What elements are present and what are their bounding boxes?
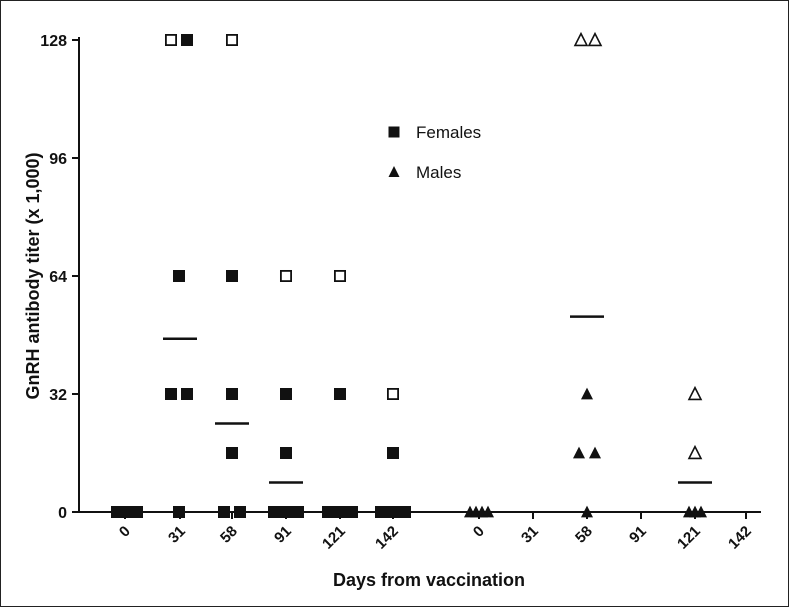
female-data-point bbox=[333, 269, 346, 282]
male-data-point bbox=[581, 387, 593, 400]
x-tick-label: 142 bbox=[372, 523, 402, 553]
male-data-point bbox=[482, 505, 494, 518]
male-data-point bbox=[573, 446, 585, 459]
female-data-point bbox=[334, 388, 346, 400]
male-data-point bbox=[581, 505, 593, 518]
female-data-point bbox=[131, 506, 143, 518]
x-axis-title: Days from vaccination bbox=[333, 570, 525, 590]
x-tick-label: 142 bbox=[725, 523, 755, 553]
male-data-point bbox=[687, 385, 703, 401]
data-marks bbox=[111, 31, 712, 518]
female-data-point bbox=[280, 447, 292, 459]
female-data-point bbox=[181, 34, 193, 46]
x-tick-label: 121 bbox=[674, 523, 704, 553]
female-data-point bbox=[218, 506, 230, 518]
female-data-point bbox=[181, 388, 193, 400]
male-data-point bbox=[695, 505, 707, 518]
female-data-point bbox=[226, 447, 238, 459]
legend: Females Males bbox=[388, 123, 481, 182]
female-data-point bbox=[234, 506, 246, 518]
y-tick-label: 128 bbox=[40, 33, 67, 50]
female-data-point bbox=[280, 388, 292, 400]
legend-females-marker bbox=[388, 126, 400, 138]
female-data-point bbox=[386, 387, 399, 400]
y-tick-label: 32 bbox=[49, 387, 67, 404]
female-data-point bbox=[165, 388, 177, 400]
male-data-point bbox=[587, 31, 603, 47]
y-tick-label: 0 bbox=[58, 505, 67, 522]
female-data-point bbox=[387, 447, 399, 459]
legend-males-label: Males bbox=[416, 163, 461, 182]
y-tick-label: 96 bbox=[49, 151, 67, 168]
x-tick-label: 0 bbox=[116, 523, 134, 541]
female-data-point bbox=[164, 34, 177, 47]
x-tick-label: 31 bbox=[165, 523, 189, 547]
legend-males-marker bbox=[388, 166, 400, 177]
male-data-point bbox=[573, 31, 589, 47]
x-tick-label: 0 bbox=[470, 523, 488, 541]
female-data-point bbox=[292, 506, 304, 518]
male-data-point bbox=[589, 446, 601, 459]
legend-females-label: Females bbox=[416, 123, 481, 142]
y-axis-title: GnRH antibody titer (x 1,000) bbox=[23, 152, 43, 399]
female-data-point bbox=[173, 270, 185, 282]
x-tick-label: 31 bbox=[518, 523, 542, 547]
female-data-point bbox=[173, 506, 185, 518]
axes: 0 32 64 96 128 0 31 58 91 121 142 0 31 58 91 121 142 bbox=[40, 33, 761, 553]
female-data-point bbox=[226, 388, 238, 400]
x-tick-label: 58 bbox=[572, 523, 596, 547]
male-data-point bbox=[687, 444, 703, 460]
y-tick-label: 64 bbox=[49, 269, 67, 286]
x-tick-label: 58 bbox=[217, 523, 241, 547]
female-data-point bbox=[225, 34, 238, 47]
female-data-point bbox=[346, 506, 358, 518]
x-tick-label: 91 bbox=[626, 523, 650, 547]
female-data-point bbox=[279, 269, 292, 282]
x-tick-label: 121 bbox=[319, 523, 349, 553]
x-tick-label: 91 bbox=[271, 523, 295, 547]
female-data-point bbox=[226, 270, 238, 282]
female-data-point bbox=[399, 506, 411, 518]
